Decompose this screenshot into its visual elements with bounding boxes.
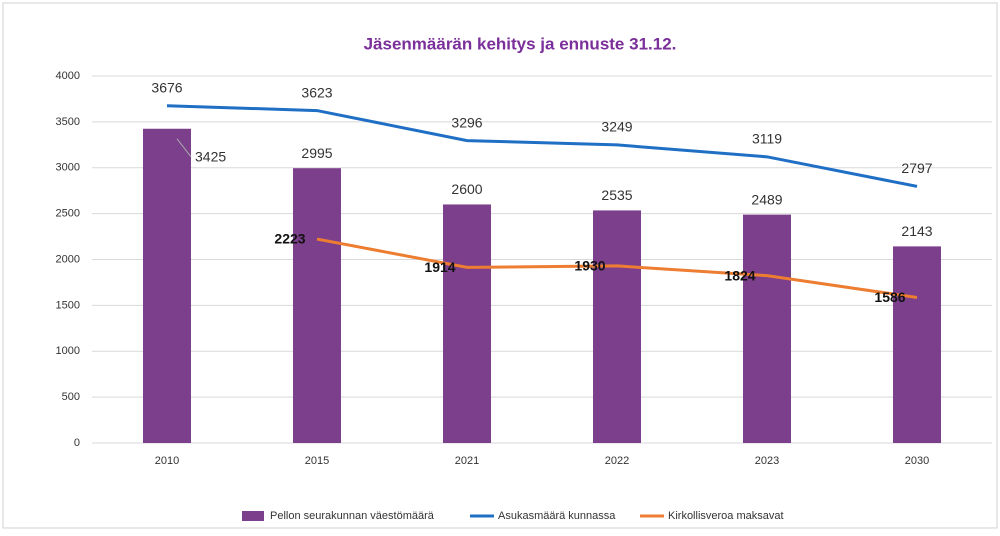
y-tick-label: 1000: [56, 345, 80, 357]
data-label: 3296: [451, 114, 482, 130]
data-label: 1824: [724, 267, 755, 283]
x-tick-label: 2023: [755, 455, 779, 467]
bar: [893, 246, 941, 443]
data-label: 2489: [751, 191, 782, 207]
data-label: 3425: [195, 148, 226, 164]
legend-label: Kirkollisveroa maksavat: [668, 510, 784, 522]
data-label: 2143: [901, 223, 932, 239]
leader-line: [176, 138, 192, 158]
x-tick-label: 2021: [455, 455, 479, 467]
data-label: 3623: [301, 84, 332, 100]
x-tick-label: 2030: [905, 455, 929, 467]
data-label: 2995: [301, 145, 332, 161]
legend-label: Asukasmäärä kunnassa: [498, 510, 616, 522]
data-label: 2600: [451, 181, 482, 197]
line: [166, 104, 918, 188]
y-tick-label: 3000: [56, 162, 80, 174]
y-tick-label: 2500: [56, 208, 80, 220]
y-tick-label: 500: [62, 391, 80, 403]
bar: [443, 204, 491, 443]
legend-swatch: [242, 511, 264, 521]
data-label: 1586: [874, 289, 905, 305]
line: [316, 237, 918, 299]
y-tick-label: 0: [74, 437, 80, 449]
chart-title: Jäsenmäärän kehitys ja ennuste 31.12.: [364, 34, 677, 53]
y-tick-label: 3500: [56, 116, 80, 128]
x-tick-label: 2015: [305, 455, 329, 467]
x-tick-label: 2010: [155, 455, 179, 467]
bar: [293, 168, 341, 444]
y-tick-label: 1500: [56, 299, 80, 311]
x-tick-label: 2022: [605, 455, 629, 467]
data-label: 2535: [601, 187, 632, 203]
data-label: 1914: [424, 259, 455, 275]
data-label: 2797: [901, 160, 932, 176]
legend-label: Pellon seurakunnan väestömäärä: [270, 510, 435, 522]
bar: [593, 210, 641, 443]
bar: [143, 128, 191, 443]
data-label: 3676: [151, 79, 182, 95]
data-label: 1930: [574, 258, 605, 274]
data-label: 3119: [752, 131, 782, 147]
data-label: 2223: [274, 231, 305, 247]
y-tick-label: 2000: [56, 253, 80, 265]
bar: [743, 214, 791, 443]
y-tick-label: 4000: [56, 70, 80, 82]
data-label: 3249: [601, 119, 632, 135]
